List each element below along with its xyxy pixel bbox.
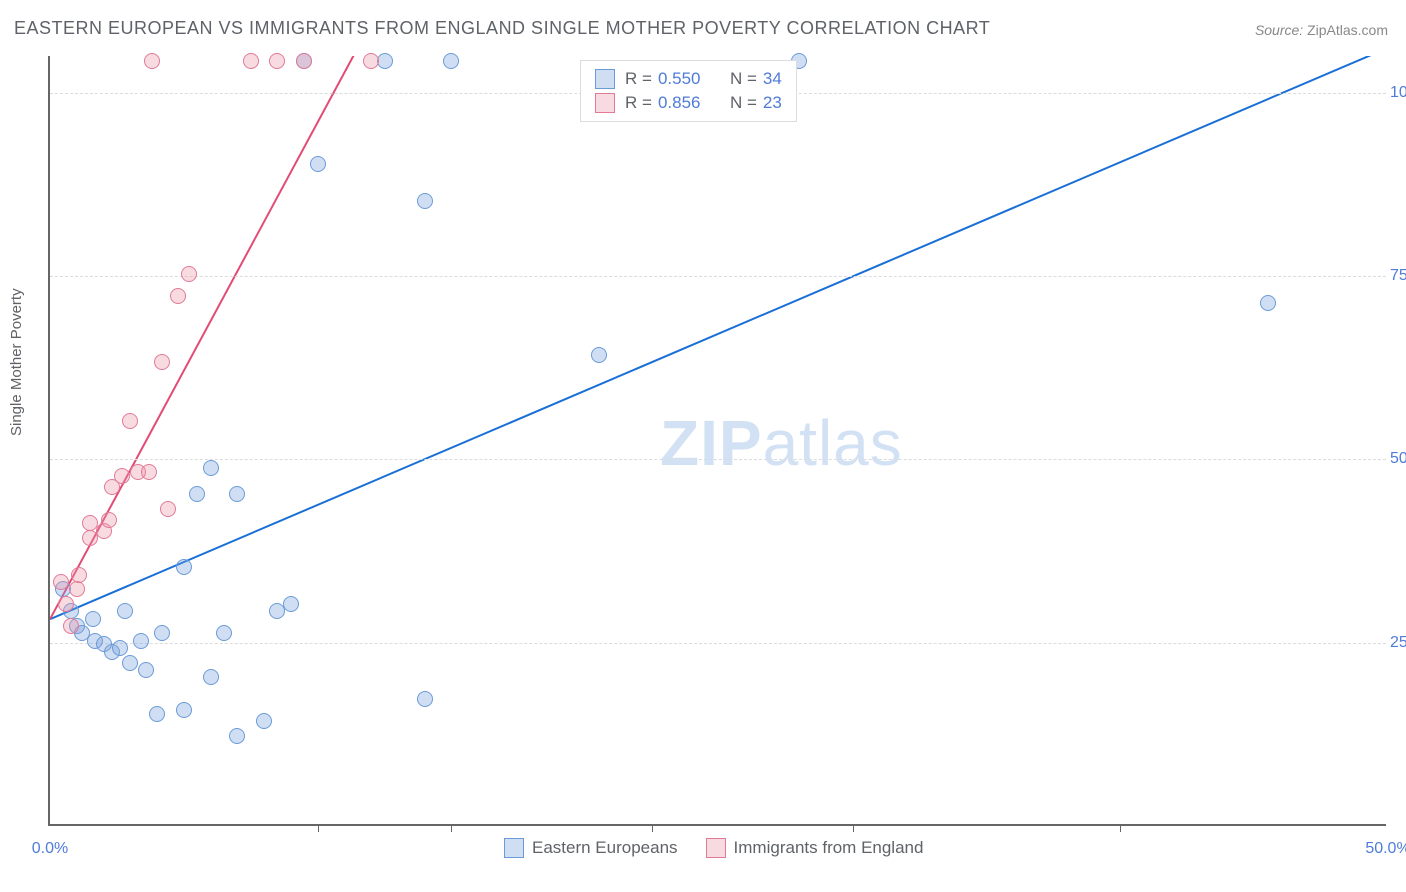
data-point-eastern (591, 347, 607, 363)
data-point-eastern (117, 603, 133, 619)
data-point-england (243, 53, 259, 69)
data-point-eastern (176, 559, 192, 575)
legend-row-eastern: R =0.550 N =34 (595, 67, 782, 91)
y-tick-label: 100.0% (1390, 84, 1406, 102)
data-point-eastern (443, 53, 459, 69)
data-point-eastern (112, 640, 128, 656)
correlation-legend: R =0.550 N =34R =0.856 N =23 (580, 60, 797, 122)
data-point-eastern (154, 625, 170, 641)
data-point-england (63, 618, 79, 634)
y-tick-label: 75.0% (1390, 267, 1406, 285)
legend-item-england: Immigrants from England (706, 838, 924, 858)
watermark: ZIPatlas (660, 406, 903, 480)
data-point-eastern (203, 460, 219, 476)
data-point-eastern (417, 193, 433, 209)
legend-swatch (706, 838, 726, 858)
gridline-h (50, 276, 1386, 277)
data-point-eastern (85, 611, 101, 627)
legend-n: N =34 (730, 69, 782, 89)
data-point-england (122, 413, 138, 429)
data-point-england (181, 266, 197, 282)
gridline-h (50, 459, 1386, 460)
data-point-england (363, 53, 379, 69)
data-point-england (170, 288, 186, 304)
x-tick (853, 824, 854, 832)
data-point-eastern (122, 655, 138, 671)
watermark-zip: ZIP (660, 407, 763, 479)
data-point-eastern (133, 633, 149, 649)
x-tick (318, 824, 319, 832)
legend-label: Immigrants from England (734, 838, 924, 858)
data-point-eastern (1260, 295, 1276, 311)
legend-r: R =0.550 (625, 69, 700, 89)
legend-swatch (595, 93, 615, 113)
data-point-eastern (417, 691, 433, 707)
data-point-england (101, 512, 117, 528)
data-point-eastern (283, 596, 299, 612)
source-label: Source: (1255, 22, 1303, 38)
x-tick (1120, 824, 1121, 832)
gridline-h (50, 643, 1386, 644)
data-point-england (296, 53, 312, 69)
legend-item-eastern: Eastern Europeans (504, 838, 678, 858)
y-axis-label: Single Mother Poverty (8, 288, 25, 436)
legend-label: Eastern Europeans (532, 838, 678, 858)
data-point-england (160, 501, 176, 517)
legend-row-england: R =0.856 N =23 (595, 91, 782, 115)
data-point-eastern (176, 702, 192, 718)
data-point-england (71, 567, 87, 583)
data-point-england (269, 53, 285, 69)
series-legend: Eastern Europeans Immigrants from England (504, 838, 923, 858)
legend-swatch (504, 838, 524, 858)
data-point-eastern (229, 728, 245, 744)
chart-plot-area: ZIPatlas 25.0%50.0%75.0%100.0%0.0%50.0%R… (48, 56, 1386, 826)
data-point-england (53, 574, 69, 590)
data-point-eastern (216, 625, 232, 641)
data-point-england (144, 53, 160, 69)
legend-n: N =23 (730, 93, 782, 113)
trend-lines-layer (50, 56, 1386, 824)
x-tick (652, 824, 653, 832)
data-point-england (69, 581, 85, 597)
chart-title: EASTERN EUROPEAN VS IMMIGRANTS FROM ENGL… (14, 18, 990, 39)
data-point-england (114, 468, 130, 484)
source-value: ZipAtlas.com (1307, 22, 1388, 38)
data-point-eastern (256, 713, 272, 729)
x-tick (451, 824, 452, 832)
y-tick-label: 25.0% (1390, 634, 1406, 652)
source-attribution: Source: ZipAtlas.com (1255, 22, 1388, 38)
data-point-england (58, 596, 74, 612)
data-point-eastern (138, 662, 154, 678)
data-point-eastern (203, 669, 219, 685)
data-point-eastern (310, 156, 326, 172)
data-point-england (141, 464, 157, 480)
x-tick-label: 50.0% (1365, 840, 1406, 858)
trend-line-eastern (50, 56, 1386, 619)
legend-swatch (595, 69, 615, 89)
data-point-eastern (189, 486, 205, 502)
y-tick-label: 50.0% (1390, 450, 1406, 468)
x-tick-label: 0.0% (32, 840, 68, 858)
data-point-eastern (229, 486, 245, 502)
data-point-eastern (149, 706, 165, 722)
data-point-england (154, 354, 170, 370)
legend-r: R =0.856 (625, 93, 700, 113)
watermark-atlas: atlas (763, 407, 903, 479)
